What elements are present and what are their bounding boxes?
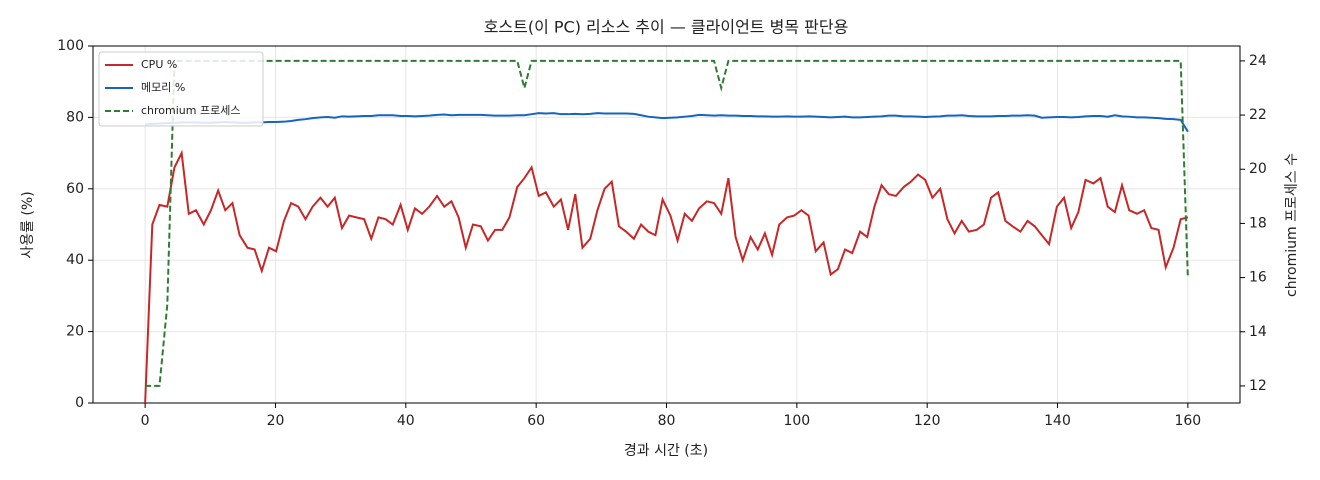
x-tick-label: 140 xyxy=(1044,413,1071,429)
y-tick-label: 100 xyxy=(57,38,84,54)
y2-tick-label: 12 xyxy=(1249,378,1267,394)
x-tick-label: 120 xyxy=(914,413,941,429)
y2-tick-label: 22 xyxy=(1249,107,1267,123)
y-tick-label: 60 xyxy=(66,181,84,197)
y2-tick-label: 14 xyxy=(1249,324,1267,340)
legend-label: 메모리 % xyxy=(141,81,185,94)
y2-tick-label: 18 xyxy=(1249,215,1267,231)
x-axis-label: 경과 시간 (초) xyxy=(624,443,708,459)
y-tick-label: 20 xyxy=(66,324,84,340)
legend-label: chromium 프로세스 xyxy=(141,104,240,117)
legend: CPU % 메모리 % chromium 프로세스 xyxy=(98,51,264,127)
y-tick-label: 80 xyxy=(66,109,84,125)
x-tick-label: 0 xyxy=(141,413,150,429)
y2-tick-label: 16 xyxy=(1249,270,1267,286)
y-tick-label: 40 xyxy=(66,252,84,268)
plot-frame xyxy=(92,45,1241,404)
y-axis-label: 사용률 (%) xyxy=(20,191,36,258)
x-tick-label: 60 xyxy=(527,413,545,429)
x-tick-label: 20 xyxy=(267,413,285,429)
y2-axis-label: chromium 프로세스 수 xyxy=(1284,153,1300,297)
x-tick-label: 40 xyxy=(397,413,415,429)
x-tick-label: 100 xyxy=(783,413,810,429)
x-tick-label: 80 xyxy=(658,413,676,429)
y-tick-label: 0 xyxy=(75,395,84,411)
chart-title: 호스트(이 PC) 리소스 추이 — 클라이언트 병목 판단용 xyxy=(484,18,849,37)
y2-tick-label: 24 xyxy=(1249,53,1267,69)
data-line xyxy=(145,112,1189,133)
legend-label: CPU % xyxy=(141,58,177,71)
x-tick-label: 160 xyxy=(1174,413,1201,429)
data-line xyxy=(144,149,1189,404)
y2-tick-label: 20 xyxy=(1249,161,1267,177)
data-line xyxy=(145,59,1189,387)
legend-box xyxy=(98,51,264,127)
